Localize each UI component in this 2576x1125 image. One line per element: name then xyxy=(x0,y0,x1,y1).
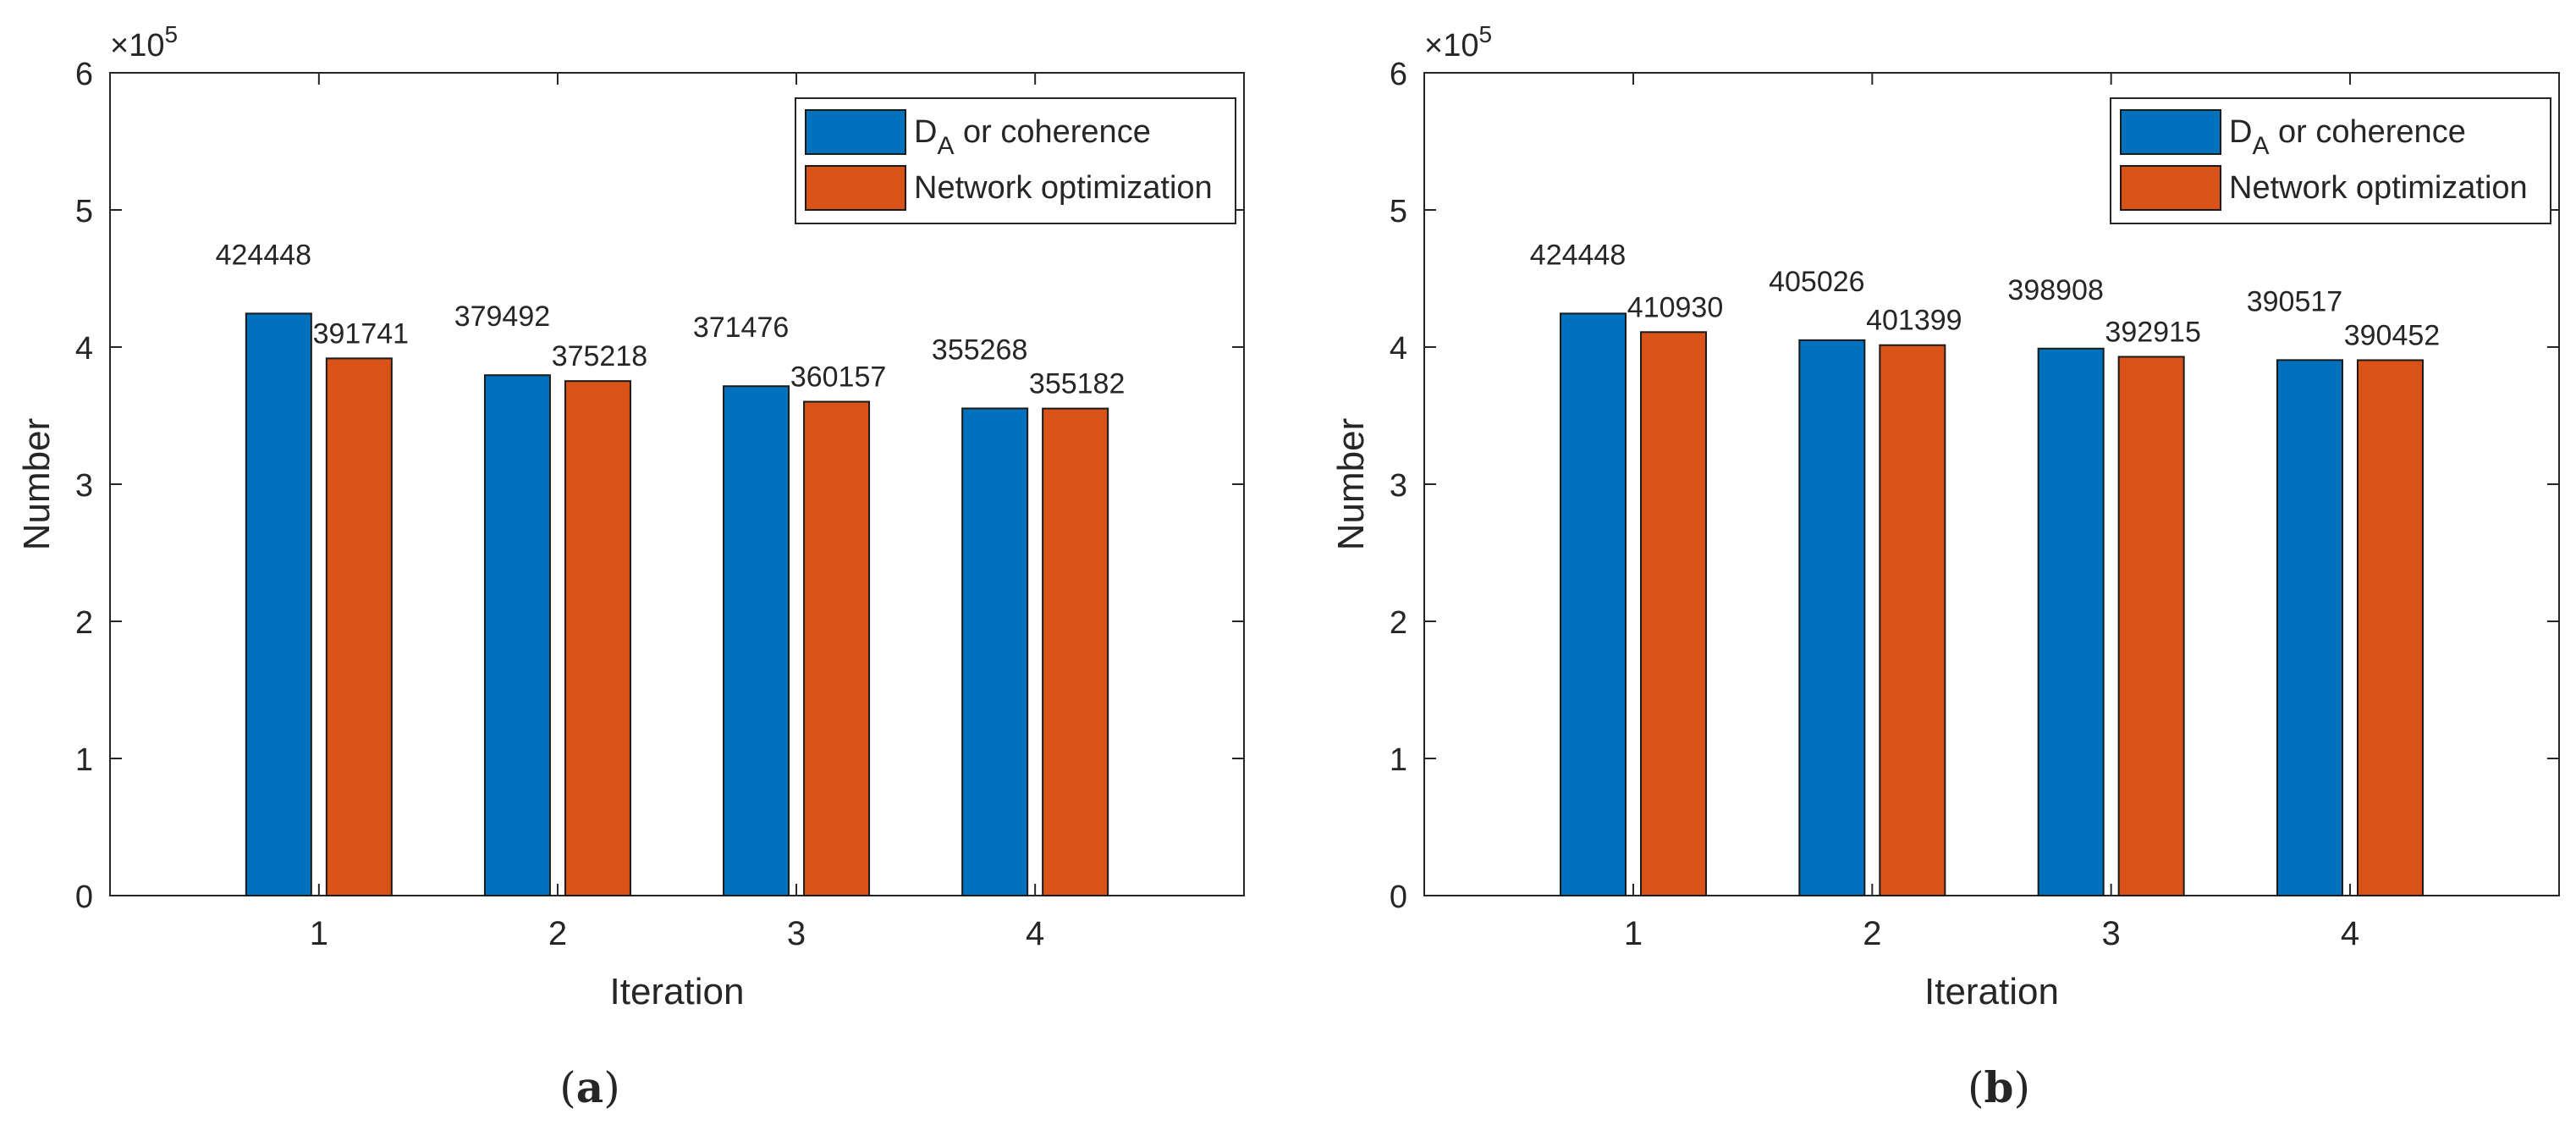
data-label: 355182 xyxy=(1029,368,1125,400)
legend-swatch xyxy=(805,165,906,211)
y-exponent-label: ×105 xyxy=(110,21,178,63)
legend-swatch xyxy=(2120,165,2221,211)
x-tick-label: 3 xyxy=(787,915,806,952)
bar-network-optimization xyxy=(325,357,393,896)
y-tick-label: 6 xyxy=(75,57,93,92)
bar-network-optimization xyxy=(1879,344,1946,896)
data-label: 355268 xyxy=(932,334,1027,366)
data-label: 390452 xyxy=(2344,319,2440,351)
x-tick-label: 1 xyxy=(1624,915,1643,952)
x-axis-title: Iteration xyxy=(1924,971,2059,1012)
legend-swatch xyxy=(2120,109,2221,155)
legend-label: Network optimization xyxy=(2229,170,2528,206)
data-label: 371476 xyxy=(693,312,789,344)
bar-network-optimization xyxy=(1640,331,1708,896)
legend-label: Network optimization xyxy=(914,170,1213,206)
data-label: 391741 xyxy=(313,317,409,350)
data-label: 379492 xyxy=(454,301,550,333)
data-label: 405026 xyxy=(1769,266,1864,298)
y-tick-label: 4 xyxy=(1390,331,1407,367)
data-label: 424448 xyxy=(216,239,311,271)
bar-da-coherence xyxy=(2276,359,2343,896)
y-axis-title: Number xyxy=(1330,418,1372,551)
y-tick-label: 0 xyxy=(75,880,93,915)
data-label: 401399 xyxy=(1866,305,1962,337)
y-tick-label: 3 xyxy=(75,468,93,504)
bar-network-optimization xyxy=(803,400,871,896)
y-tick-label: 2 xyxy=(75,605,93,641)
bar-da-coherence xyxy=(723,385,790,897)
bar-network-optimization xyxy=(1042,407,1109,896)
y-tick-label: 1 xyxy=(75,742,93,778)
data-label: 375218 xyxy=(552,340,647,372)
x-tick-label: 1 xyxy=(310,915,328,952)
x-tick-label: 4 xyxy=(2341,915,2359,952)
bar-da-coherence xyxy=(1560,312,1627,896)
y-tick-label: 6 xyxy=(1390,57,1407,92)
x-tick-label: 4 xyxy=(1026,915,1044,952)
y-tick-label: 5 xyxy=(1390,194,1407,229)
data-label: 360157 xyxy=(790,361,886,394)
legend-swatch xyxy=(805,109,906,155)
y-tick-label: 0 xyxy=(1390,880,1407,915)
legend-label: DA or coherence xyxy=(914,114,1151,160)
bar-network-optimization xyxy=(2117,356,2185,896)
data-label: 398908 xyxy=(2007,274,2103,306)
x-tick-label: 2 xyxy=(548,915,567,952)
y-tick-label: 4 xyxy=(75,331,93,367)
y-axis-title: Number xyxy=(16,418,58,551)
bar-da-coherence xyxy=(961,407,1029,897)
x-tick-label: 2 xyxy=(1863,915,1881,952)
x-axis-title: Iteration xyxy=(610,971,745,1012)
bar-da-coherence xyxy=(245,312,312,896)
data-label: 424448 xyxy=(1530,239,1626,271)
data-label: 392915 xyxy=(2105,316,2200,348)
bar-network-optimization xyxy=(2356,359,2424,896)
panel-caption: (b) xyxy=(1968,1062,2030,1112)
data-label: 410930 xyxy=(1627,291,1723,323)
bar-da-coherence xyxy=(2037,347,2105,896)
bar-da-coherence xyxy=(1798,339,1866,896)
bar-network-optimization xyxy=(564,380,631,896)
x-tick-label: 3 xyxy=(2102,915,2121,952)
y-tick-label: 1 xyxy=(1390,742,1407,778)
panel-caption: (a) xyxy=(559,1062,619,1112)
bar-da-coherence xyxy=(483,374,551,896)
y-tick-label: 2 xyxy=(1390,605,1407,641)
legend-label: DA or coherence xyxy=(2229,114,2466,160)
chart-panel-b: 0 1 2 3 4 5 6 ×105 1 2 3 4 424448 405026 398908 390517 4… xyxy=(1330,21,2560,1112)
y-tick-label: 3 xyxy=(1390,468,1407,504)
data-label: 390517 xyxy=(2247,285,2342,317)
y-exponent-label: ×105 xyxy=(1424,21,1492,63)
y-tick-label: 5 xyxy=(75,194,93,229)
